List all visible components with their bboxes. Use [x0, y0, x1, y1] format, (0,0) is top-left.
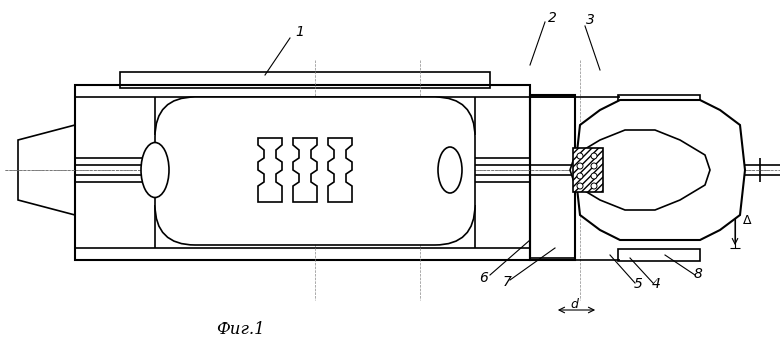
Bar: [75, 248, 530, 260]
Text: 5: 5: [633, 277, 643, 291]
Text: 8: 8: [693, 267, 703, 281]
Bar: [573, 148, 603, 192]
Text: 7: 7: [502, 275, 512, 289]
Circle shape: [591, 163, 597, 169]
Circle shape: [591, 173, 597, 179]
Circle shape: [577, 183, 583, 189]
FancyBboxPatch shape: [155, 97, 475, 245]
Circle shape: [591, 183, 597, 189]
Ellipse shape: [141, 142, 169, 198]
Bar: [75, 85, 530, 97]
Polygon shape: [328, 138, 352, 202]
Text: 3: 3: [586, 13, 594, 27]
Circle shape: [591, 153, 597, 159]
Polygon shape: [258, 138, 282, 202]
Polygon shape: [293, 138, 317, 202]
Bar: [75, 85, 530, 260]
Circle shape: [577, 153, 583, 159]
Text: 2: 2: [548, 11, 556, 25]
Text: d: d: [570, 298, 578, 310]
Bar: [618, 249, 700, 261]
Text: 1: 1: [296, 25, 304, 39]
Text: $\Delta$: $\Delta$: [742, 214, 753, 226]
Text: 6: 6: [480, 271, 488, 285]
Polygon shape: [18, 125, 75, 215]
Circle shape: [577, 173, 583, 179]
Circle shape: [577, 163, 583, 169]
Bar: [120, 72, 490, 88]
Text: Фиг.1: Фиг.1: [215, 321, 264, 339]
Ellipse shape: [438, 147, 462, 193]
Bar: [618, 95, 700, 107]
Polygon shape: [575, 100, 745, 240]
Text: 4: 4: [651, 277, 661, 291]
Bar: [530, 95, 575, 260]
Polygon shape: [570, 130, 710, 210]
